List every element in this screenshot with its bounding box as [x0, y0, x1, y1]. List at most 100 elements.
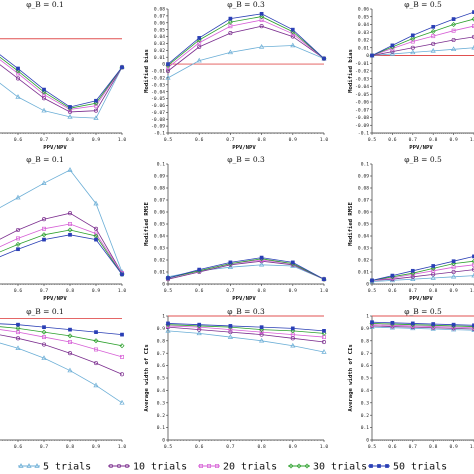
- data-point-s5: [228, 260, 233, 265]
- series-line-5: [0, 54, 123, 108]
- x-tick-label: 0.8: [429, 288, 438, 294]
- data-point-s1: [93, 382, 99, 388]
- y-tick-label: 0.02: [358, 258, 369, 264]
- y-tick-label: 0: [162, 282, 165, 288]
- legend-marker: [26, 463, 32, 468]
- data-point-s5: [451, 17, 456, 21]
- y-tick-label: -0.03: [151, 82, 165, 88]
- legend-marker: [385, 464, 389, 468]
- data-point-s2: [41, 96, 47, 101]
- y-tick-label: -0.1: [358, 131, 369, 137]
- data-point-s5: [322, 277, 326, 282]
- x-tick-label: 0.5: [164, 288, 173, 294]
- data-point-s1: [93, 115, 99, 120]
- x-tick-label: 0.6: [14, 288, 23, 294]
- series-line-4: [0, 229, 123, 275]
- data-point-s5: [322, 329, 326, 333]
- data-point-s1: [259, 43, 265, 49]
- data-point-s3: [431, 34, 436, 39]
- x-tick-label: 0.5: [368, 137, 377, 143]
- data-point-s5: [451, 259, 456, 264]
- data-point-s1: [389, 51, 395, 56]
- data-point-s3: [197, 40, 202, 45]
- data-point-s2: [290, 336, 295, 341]
- series-line-2: [371, 36, 474, 56]
- data-point-s5: [410, 268, 415, 273]
- x-axis-label: PPV/NPV: [232, 296, 256, 302]
- data-point-s4: [67, 227, 73, 233]
- series-line-1: [167, 330, 325, 353]
- y-tick-label: 0.4: [361, 388, 370, 394]
- data-point-s2: [228, 330, 233, 335]
- data-point-s5: [166, 62, 170, 66]
- series-line-2: [371, 325, 474, 330]
- x-tick-label: 0.9: [92, 444, 101, 450]
- y-tick-label: -0.08: [355, 115, 369, 121]
- data-point-s5: [228, 16, 233, 21]
- y-tick-label: -0.07: [151, 110, 165, 116]
- data-point-s3: [16, 71, 20, 76]
- data-point-s1: [389, 277, 395, 283]
- y-tick-label: -0.1: [154, 131, 165, 137]
- x-tick-label: 0.8: [429, 444, 438, 450]
- y-tick-label: 0.3: [361, 400, 370, 406]
- x-tick-label: 0.7: [409, 288, 418, 294]
- y-tick-label: 0.6: [361, 363, 370, 369]
- data-point-s1: [41, 107, 47, 113]
- x-tick-label: 0.7: [40, 444, 49, 450]
- legend-label: 10 trials: [133, 462, 187, 473]
- data-point-s1: [451, 326, 457, 332]
- legend-marker: [369, 464, 373, 468]
- data-point-s1: [430, 275, 436, 280]
- y-tick-label: 0.08: [154, 7, 165, 13]
- y-tick-label: 0.01: [154, 55, 165, 61]
- data-point-s2: [41, 342, 47, 347]
- y-axis-label: Modified bias: [144, 49, 150, 93]
- data-point-s2: [259, 332, 264, 337]
- data-point-s1: [165, 74, 171, 80]
- data-point-s4: [93, 338, 99, 344]
- series-line-3: [167, 325, 325, 338]
- series-line-3: [167, 19, 325, 68]
- series-line-3: [0, 59, 123, 110]
- data-point-s1: [451, 273, 457, 279]
- data-point-s3: [228, 24, 233, 29]
- y-tick-label: 0.2: [361, 413, 370, 419]
- data-point-s4: [67, 333, 73, 339]
- panel-3: 0.5 0.6 0.7 0.8 0.9 1.0 0.060.05 0.04 0.03 0.020.…: [348, 0, 474, 151]
- data-point-s2: [15, 227, 21, 233]
- panel-title: φ_B = 0.5: [404, 0, 442, 9]
- x-tick-label: 0.8: [66, 137, 75, 143]
- legend-item-3: 20 trials: [198, 462, 277, 473]
- x-tick-label: 0.8: [257, 137, 266, 143]
- data-point-s1: [321, 349, 327, 354]
- data-point-s1: [259, 261, 265, 267]
- panel-9: 0.5 0.6 0.7 0.8 0.9 1.0 1 0.9 0.8 0.7 0.6 0.5 0.4 0.3…: [348, 307, 474, 450]
- series-line-5: [167, 323, 325, 332]
- series-line-1: [0, 67, 123, 119]
- data-point-s5: [197, 267, 202, 272]
- y-tick-label: 0.5: [157, 376, 166, 382]
- data-point-s5: [42, 325, 46, 330]
- y-axis-label: Average width of CIs: [144, 344, 150, 411]
- series-line-4: [167, 258, 325, 280]
- legend: 5 trials 10 trials 20 trials 30 trials 50 tr…: [18, 462, 447, 473]
- y-tick-label: -0.06: [355, 100, 369, 106]
- series-line-2: [371, 269, 474, 281]
- data-point-s2: [451, 269, 456, 275]
- x-tick-label: 0.9: [92, 288, 101, 294]
- series-line-3: [0, 223, 123, 274]
- x-axis-label: PPV/NPV: [409, 296, 433, 302]
- data-point-s5: [259, 325, 264, 330]
- y-tick-label: -0.02: [355, 69, 369, 75]
- legend-marker: [108, 463, 114, 469]
- data-point-s2: [197, 44, 202, 49]
- panel-title: φ_B = 0.5: [404, 307, 442, 316]
- y-tick-label: 0.7: [157, 351, 166, 357]
- x-tick-label: 1.0: [470, 444, 474, 450]
- data-point-s1: [290, 342, 296, 348]
- y-axis-label: Modified RMSE: [144, 202, 150, 246]
- data-point-s2: [93, 108, 99, 113]
- y-tick-label: 0.03: [154, 246, 165, 252]
